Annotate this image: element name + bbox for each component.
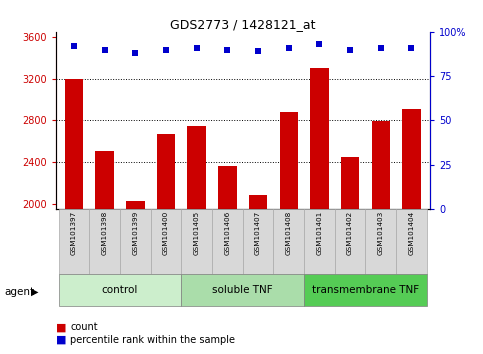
Bar: [249, 195, 267, 209]
Bar: [65, 79, 83, 209]
Text: GSM101406: GSM101406: [225, 211, 230, 255]
Text: GSM101407: GSM101407: [255, 211, 261, 255]
Bar: [126, 200, 144, 209]
Text: ■: ■: [56, 335, 66, 345]
Bar: [212, 209, 243, 274]
Bar: [273, 209, 304, 274]
Text: GSM101404: GSM101404: [409, 211, 414, 255]
Bar: [371, 121, 390, 209]
Point: [162, 47, 170, 52]
Text: soluble TNF: soluble TNF: [213, 285, 273, 295]
Text: GSM101403: GSM101403: [378, 211, 384, 255]
Title: GDS2773 / 1428121_at: GDS2773 / 1428121_at: [170, 18, 315, 31]
Text: control: control: [102, 285, 138, 295]
Point: [315, 41, 323, 47]
Point: [101, 47, 109, 52]
Text: transmembrane TNF: transmembrane TNF: [312, 285, 419, 295]
Point: [131, 50, 139, 56]
Bar: [58, 209, 89, 274]
Text: GSM101400: GSM101400: [163, 211, 169, 255]
Bar: [187, 126, 206, 209]
Text: ■: ■: [56, 322, 66, 332]
Bar: [341, 157, 359, 209]
Bar: [402, 109, 421, 209]
Bar: [396, 209, 427, 274]
Text: GSM101405: GSM101405: [194, 211, 199, 255]
Bar: [310, 68, 328, 209]
Bar: [280, 112, 298, 209]
Bar: [89, 209, 120, 274]
Text: agent: agent: [5, 287, 35, 297]
Text: ▶: ▶: [31, 287, 39, 297]
Point: [346, 47, 354, 52]
Bar: [181, 209, 212, 274]
Bar: [96, 150, 114, 209]
Bar: [157, 134, 175, 209]
Text: GSM101401: GSM101401: [316, 211, 323, 255]
Point: [193, 45, 200, 51]
Bar: [304, 209, 335, 274]
Point: [285, 45, 293, 51]
Text: GSM101398: GSM101398: [101, 211, 108, 255]
Point: [70, 43, 78, 49]
Text: GSM101397: GSM101397: [71, 211, 77, 255]
Point: [224, 47, 231, 52]
Text: percentile rank within the sample: percentile rank within the sample: [70, 335, 235, 345]
Bar: [335, 209, 366, 274]
Text: GSM101408: GSM101408: [286, 211, 292, 255]
Text: GSM101399: GSM101399: [132, 211, 138, 255]
Text: count: count: [70, 322, 98, 332]
Point: [254, 48, 262, 54]
Bar: [218, 166, 237, 209]
Point: [408, 45, 415, 51]
Bar: [120, 209, 151, 274]
Bar: [366, 209, 396, 274]
Bar: [58, 274, 181, 306]
Text: GSM101402: GSM101402: [347, 211, 353, 255]
Bar: [181, 274, 304, 306]
Bar: [243, 209, 273, 274]
Point: [377, 45, 384, 51]
Bar: [151, 209, 181, 274]
Bar: [304, 274, 427, 306]
